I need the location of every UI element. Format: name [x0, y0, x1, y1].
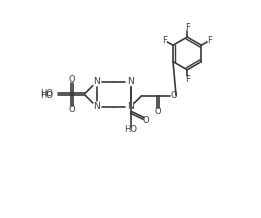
Text: O: O: [155, 107, 161, 116]
Text: N: N: [127, 77, 134, 86]
Text: HO: HO: [40, 89, 53, 98]
Text: HO: HO: [124, 125, 137, 135]
Text: O: O: [69, 104, 75, 114]
Text: O: O: [143, 116, 149, 125]
Text: N: N: [93, 102, 100, 111]
Text: F: F: [185, 23, 190, 32]
Text: F: F: [207, 36, 212, 45]
Text: O: O: [69, 75, 75, 84]
Text: O: O: [170, 91, 177, 100]
Text: F: F: [162, 36, 167, 45]
Text: N: N: [93, 77, 100, 86]
Text: HO: HO: [40, 91, 53, 100]
Text: F: F: [185, 75, 190, 84]
Text: N: N: [127, 102, 134, 111]
